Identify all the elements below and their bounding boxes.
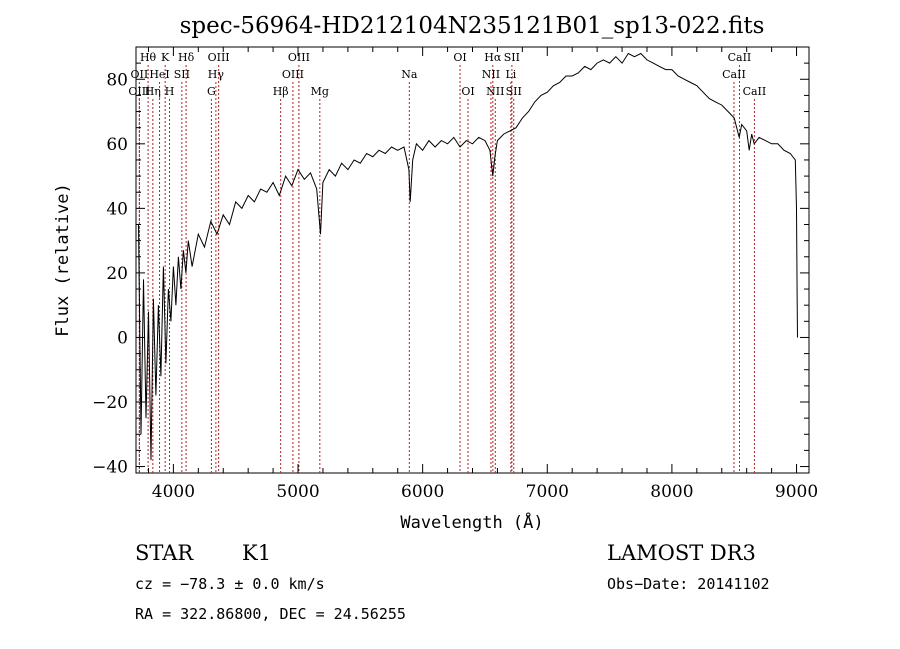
x-tick-label: 5000 <box>276 482 319 502</box>
line-marker-label: Na <box>401 68 418 81</box>
line-marker-label: CaII <box>728 51 752 64</box>
x-axis-label: Wavelength (Å) <box>400 511 543 533</box>
line-marker-label: CaII <box>722 68 746 81</box>
redshift-info: cz = −78.3 ± 0.0 km/s <box>135 575 325 593</box>
line-marker-label: SII <box>504 51 520 64</box>
line-marker-label: Hθ <box>140 51 157 64</box>
emission-line-labels: Hθ OII OIII K HeI Hη H Hδ SII OIII Hγ G Hβ OIII OIII Mg… <box>128 51 766 98</box>
emission-line-markers <box>138 65 755 473</box>
line-marker-label: OIII <box>282 68 304 81</box>
line-marker-label: CaII <box>743 85 767 98</box>
line-marker-label: OI <box>461 85 474 98</box>
line-marker-label: SII <box>506 85 522 98</box>
line-marker-label: OIII <box>208 51 230 64</box>
chart-title: spec-56964-HD212104N235121B01_sp13-022.f… <box>180 13 765 39</box>
y-tick-label: −40 <box>92 458 128 478</box>
survey-name: LAMOST DR3 <box>607 541 756 565</box>
line-marker-label: Hγ <box>208 68 225 81</box>
line-marker-label: Hβ <box>273 85 289 98</box>
x-tick-label: 4000 <box>152 482 195 502</box>
y-tick-label: −20 <box>92 393 128 413</box>
y-tick-label: 60 <box>106 135 128 155</box>
y-tick-label: 80 <box>106 70 128 90</box>
y-axis-ticks: −40 −20 0 20 40 60 80 <box>92 46 809 478</box>
coordinates-info: RA = 322.86800, DEC = 24.56255 <box>135 605 406 623</box>
y-tick-label: 0 <box>117 328 128 348</box>
line-marker-label: Hη <box>145 85 161 98</box>
line-marker-label: NII <box>486 85 504 98</box>
x-tick-label: 9000 <box>775 482 818 502</box>
line-marker-label: OIII <box>128 85 150 98</box>
line-marker-label: OIII <box>288 51 310 64</box>
flux-series-line <box>138 52 798 461</box>
line-marker-label: Li <box>505 68 516 81</box>
line-marker-label: OI <box>453 51 466 64</box>
line-marker-label: HeI <box>149 68 169 81</box>
object-class: STAR <box>135 541 194 565</box>
line-marker-label: Hα <box>484 51 502 64</box>
line-marker-label: Hδ <box>178 51 195 64</box>
line-marker-label: Mg <box>311 85 329 98</box>
line-marker-label: K <box>161 51 170 64</box>
object-subclass: K1 <box>242 541 271 565</box>
y-axis-label: Flux (relative) <box>53 183 73 337</box>
line-marker-label: H <box>165 85 175 98</box>
line-marker-label: NII <box>482 68 500 81</box>
x-axis-ticks: 4000 5000 6000 7000 8000 9000 <box>147 47 818 502</box>
line-marker-label: G <box>207 85 216 98</box>
y-tick-label: 40 <box>106 199 128 219</box>
line-marker-label: OII <box>131 68 149 81</box>
x-tick-label: 7000 <box>526 482 569 502</box>
plot-frame <box>135 46 810 474</box>
line-marker-label: SII <box>174 68 190 81</box>
y-tick-label: 20 <box>106 264 128 284</box>
x-tick-label: 6000 <box>401 482 444 502</box>
obs-date-info: Obs−Date: 20141102 <box>607 575 770 593</box>
x-tick-label: 8000 <box>650 482 693 502</box>
